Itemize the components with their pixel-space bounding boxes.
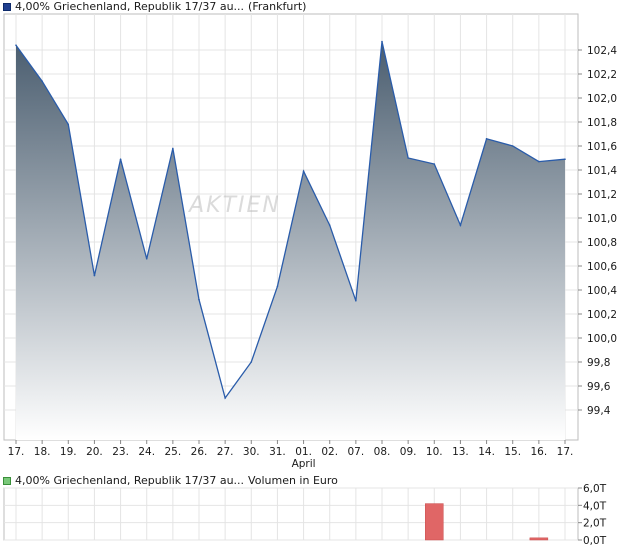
price-y-tick-label: 100,2 — [587, 309, 617, 321]
price-point — [433, 163, 436, 165]
price-plot: AKTIEN — [15, 40, 566, 440]
price-point — [172, 147, 174, 150]
price-point — [198, 298, 200, 301]
price-y-tick-label: 99,6 — [587, 381, 611, 393]
price-point — [511, 145, 514, 147]
volume-y-tick-label: 6,0T — [583, 483, 607, 495]
volume-legend: 4,00% Griechenland, Republik 17/37 au...… — [3, 474, 338, 487]
price-point — [250, 361, 253, 363]
price-point — [355, 300, 357, 302]
price-y-tick-label: 101,2 — [587, 189, 617, 201]
price-x-tick-label: 13. — [452, 446, 469, 458]
price-point — [485, 138, 488, 140]
price-point — [276, 285, 279, 288]
price-point — [224, 397, 226, 399]
price-x-tick-label: 14. — [478, 446, 495, 458]
price-point — [538, 160, 540, 163]
volume-y-tick-label: 0,0T — [583, 535, 607, 546]
price-x-tick-label: 15. — [504, 446, 521, 458]
volume-bar — [425, 503, 444, 541]
price-x-tick-label: 26. — [191, 446, 208, 458]
price-point — [41, 80, 43, 82]
price-x-tick-label: 20. — [86, 446, 103, 458]
price-y-tick-label: 102,4 — [587, 45, 617, 57]
volume-plot — [425, 503, 549, 541]
price-line — [15, 41, 566, 400]
price-legend-label: 4,00% Griechenland, Republik 17/37 au... — [15, 0, 245, 13]
volume-y-tick-label: 4,0T — [583, 500, 607, 512]
price-area — [16, 41, 565, 440]
volume-legend-swatch — [3, 476, 11, 485]
price-x-tick-label: 16. — [531, 446, 548, 458]
price-x-tick-label: 07. — [348, 446, 365, 458]
price-point — [459, 224, 462, 226]
price-y-tick-label: 99,4 — [587, 405, 611, 417]
price-y-tick-label: 102,0 — [587, 93, 617, 105]
volume-plot-frame — [3, 487, 579, 541]
price-y-tick-label: 102,2 — [587, 69, 617, 81]
volume-gridlines — [3, 487, 579, 541]
price-x-tick-label: 17. — [557, 446, 574, 458]
volume-y-tick-label: 2,0T — [583, 518, 607, 530]
volume-legend-label: 4,00% Griechenland, Republik 17/37 au... — [15, 474, 245, 487]
price-point — [407, 157, 409, 159]
price-legend: 4,00% Griechenland, Republik 17/37 au...… — [3, 0, 306, 13]
price-x-tick-label: 18. — [34, 446, 51, 458]
price-point — [381, 40, 383, 43]
price-y-tick-label: 101,8 — [587, 117, 617, 129]
price-point — [328, 224, 331, 226]
price-x-month-label: April — [292, 458, 316, 470]
price-x-tick-label: 31. — [269, 446, 286, 458]
price-y-tick-label: 100,6 — [587, 261, 617, 273]
price-y-axis: 99,4 99,6 99,8 100,0 100,2 100,4 100,6 100,8 101… — [578, 45, 617, 417]
price-y-tick-label: 100,8 — [587, 237, 617, 249]
price-point — [302, 170, 305, 172]
price-y-tick-label: 101,6 — [587, 141, 617, 153]
price-x-tick-label: 10. — [426, 446, 443, 458]
price-x-tick-label: 01. — [295, 446, 312, 458]
price-x-tick-label: 08. — [374, 446, 391, 458]
price-legend-exchange: (Frankfurt) — [248, 0, 307, 13]
watermark-text: AKTIEN — [187, 193, 281, 218]
price-x-tick-label: 09. — [400, 446, 417, 458]
price-y-tick-label: 101,0 — [587, 213, 617, 225]
price-point — [93, 274, 96, 277]
price-x-tick-label: 27. — [217, 446, 234, 458]
price-x-tick-label: 23. — [112, 446, 129, 458]
price-point — [564, 158, 566, 160]
price-point — [67, 123, 70, 126]
price-x-tick-label: 17. — [8, 446, 25, 458]
price-y-tick-label: 100,4 — [587, 285, 617, 297]
price-y-tick-label: 99,8 — [587, 357, 610, 369]
volume-legend-unit: Volumen in Euro — [248, 474, 338, 487]
price-x-tick-label: 25. — [165, 446, 182, 458]
price-point — [15, 44, 17, 46]
price-x-tick-label: 02. — [321, 446, 338, 458]
price-x-tick-label: 24. — [138, 446, 155, 458]
price-point — [145, 258, 148, 260]
price-x-tick-label: 30. — [243, 446, 260, 458]
price-y-tick-label: 100,0 — [587, 333, 617, 345]
price-point — [119, 158, 122, 160]
price-x-tick-label: 19. — [60, 446, 77, 458]
volume-bar — [529, 537, 549, 541]
price-legend-swatch — [3, 2, 11, 11]
price-y-tick-label: 101,4 — [587, 165, 617, 177]
price-x-axis: 17. 18. 19. 20. 23. 24. 25. 26. 27. 30. 31. 01. 02. 0… — [8, 440, 574, 470]
volume-y-axis: 0,0T 2,0T 4,0T 6,0T — [578, 483, 607, 546]
